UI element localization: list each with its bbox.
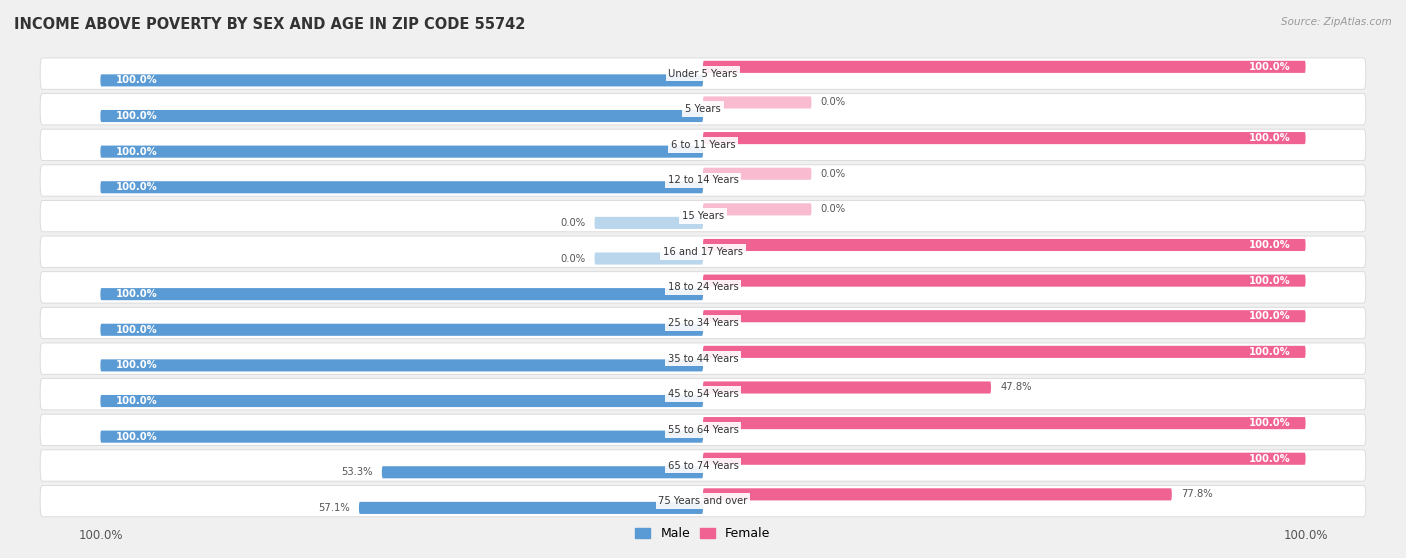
FancyBboxPatch shape: [100, 110, 703, 122]
FancyBboxPatch shape: [703, 61, 1306, 73]
FancyBboxPatch shape: [100, 181, 703, 193]
Text: 100.0%: 100.0%: [1249, 418, 1291, 428]
Text: 100.0%: 100.0%: [115, 75, 157, 85]
FancyBboxPatch shape: [100, 431, 703, 442]
FancyBboxPatch shape: [41, 307, 1365, 339]
Text: 0.0%: 0.0%: [821, 169, 845, 179]
FancyBboxPatch shape: [703, 310, 1306, 323]
FancyBboxPatch shape: [703, 239, 1306, 251]
Text: 12 to 14 Years: 12 to 14 Years: [668, 176, 738, 185]
Text: 25 to 34 Years: 25 to 34 Years: [668, 318, 738, 328]
FancyBboxPatch shape: [41, 378, 1365, 410]
FancyBboxPatch shape: [41, 129, 1365, 161]
Text: 16 and 17 Years: 16 and 17 Years: [664, 247, 742, 257]
Text: 55 to 64 Years: 55 to 64 Years: [668, 425, 738, 435]
FancyBboxPatch shape: [703, 488, 1171, 501]
FancyBboxPatch shape: [41, 272, 1365, 303]
Text: 100.0%: 100.0%: [1249, 347, 1291, 357]
Text: 77.8%: 77.8%: [1181, 489, 1212, 499]
Text: 35 to 44 Years: 35 to 44 Years: [668, 354, 738, 364]
Text: Under 5 Years: Under 5 Years: [668, 69, 738, 79]
FancyBboxPatch shape: [100, 74, 703, 86]
FancyBboxPatch shape: [41, 450, 1365, 481]
FancyBboxPatch shape: [41, 94, 1365, 125]
FancyBboxPatch shape: [100, 324, 703, 336]
Text: 65 to 74 Years: 65 to 74 Years: [668, 460, 738, 470]
Text: 5 Years: 5 Years: [685, 104, 721, 114]
Text: 100.0%: 100.0%: [115, 325, 157, 335]
Text: 100.0%: 100.0%: [115, 289, 157, 299]
Text: 18 to 24 Years: 18 to 24 Years: [668, 282, 738, 292]
Text: 100.0%: 100.0%: [1249, 311, 1291, 321]
FancyBboxPatch shape: [100, 288, 703, 300]
FancyBboxPatch shape: [41, 236, 1365, 267]
FancyBboxPatch shape: [100, 359, 703, 372]
FancyBboxPatch shape: [41, 200, 1365, 232]
Text: 100.0%: 100.0%: [1249, 62, 1291, 72]
Text: 6 to 11 Years: 6 to 11 Years: [671, 140, 735, 150]
Text: 100.0%: 100.0%: [1249, 276, 1291, 286]
FancyBboxPatch shape: [703, 417, 1306, 429]
Text: 75 Years and over: 75 Years and over: [658, 496, 748, 506]
Text: 0.0%: 0.0%: [561, 218, 585, 228]
FancyBboxPatch shape: [703, 97, 811, 108]
FancyBboxPatch shape: [100, 395, 703, 407]
FancyBboxPatch shape: [100, 146, 703, 158]
Text: 100.0%: 100.0%: [115, 111, 157, 121]
Text: 57.1%: 57.1%: [318, 503, 350, 513]
Text: 53.3%: 53.3%: [342, 467, 373, 477]
FancyBboxPatch shape: [359, 502, 703, 514]
FancyBboxPatch shape: [382, 466, 703, 478]
Text: 100.0%: 100.0%: [1249, 133, 1291, 143]
Text: 47.8%: 47.8%: [1000, 382, 1032, 392]
Text: 0.0%: 0.0%: [561, 253, 585, 263]
Text: 0.0%: 0.0%: [821, 98, 845, 108]
FancyBboxPatch shape: [595, 252, 703, 264]
FancyBboxPatch shape: [41, 485, 1365, 517]
FancyBboxPatch shape: [703, 167, 811, 180]
FancyBboxPatch shape: [703, 346, 1306, 358]
Text: 100.0%: 100.0%: [115, 182, 157, 193]
Text: Source: ZipAtlas.com: Source: ZipAtlas.com: [1281, 17, 1392, 27]
FancyBboxPatch shape: [41, 58, 1365, 89]
FancyBboxPatch shape: [703, 132, 1306, 144]
Text: 100.0%: 100.0%: [1249, 240, 1291, 250]
FancyBboxPatch shape: [703, 203, 811, 215]
FancyBboxPatch shape: [703, 275, 1306, 287]
Text: 45 to 54 Years: 45 to 54 Years: [668, 389, 738, 399]
FancyBboxPatch shape: [595, 217, 703, 229]
FancyBboxPatch shape: [703, 382, 991, 393]
Text: 100.0%: 100.0%: [115, 396, 157, 406]
Text: INCOME ABOVE POVERTY BY SEX AND AGE IN ZIP CODE 55742: INCOME ABOVE POVERTY BY SEX AND AGE IN Z…: [14, 17, 526, 32]
FancyBboxPatch shape: [41, 343, 1365, 374]
FancyBboxPatch shape: [41, 414, 1365, 445]
FancyBboxPatch shape: [703, 453, 1306, 465]
Text: 100.0%: 100.0%: [115, 432, 157, 441]
Text: 100.0%: 100.0%: [115, 360, 157, 371]
Text: 0.0%: 0.0%: [821, 204, 845, 214]
Text: 100.0%: 100.0%: [1249, 454, 1291, 464]
Legend: Male, Female: Male, Female: [630, 522, 776, 545]
FancyBboxPatch shape: [41, 165, 1365, 196]
Text: 15 Years: 15 Years: [682, 211, 724, 221]
Text: 100.0%: 100.0%: [115, 147, 157, 157]
